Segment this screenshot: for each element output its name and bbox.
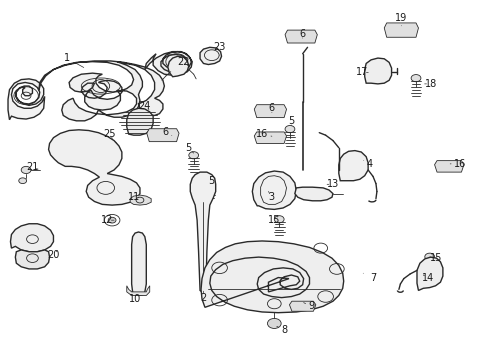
Circle shape <box>107 141 117 148</box>
Polygon shape <box>127 286 150 296</box>
Polygon shape <box>201 241 343 313</box>
Text: 5: 5 <box>186 143 194 153</box>
Polygon shape <box>10 224 53 252</box>
Circle shape <box>274 216 284 223</box>
Text: 6: 6 <box>299 29 306 39</box>
Text: 18: 18 <box>424 79 437 89</box>
Text: 24: 24 <box>139 102 151 112</box>
Polygon shape <box>295 187 333 201</box>
Circle shape <box>425 253 435 260</box>
Polygon shape <box>147 129 179 141</box>
Text: 23: 23 <box>214 42 226 55</box>
Text: 14: 14 <box>422 273 434 283</box>
Polygon shape <box>365 58 392 84</box>
Polygon shape <box>384 23 418 37</box>
Text: 4: 4 <box>364 159 373 169</box>
Circle shape <box>411 75 421 82</box>
Text: 9: 9 <box>304 301 315 311</box>
Text: 5: 5 <box>209 176 215 186</box>
Text: 7: 7 <box>363 273 376 283</box>
Polygon shape <box>8 79 45 120</box>
Circle shape <box>205 178 215 185</box>
Text: 13: 13 <box>327 179 339 189</box>
Circle shape <box>189 152 198 159</box>
Polygon shape <box>252 171 296 210</box>
Polygon shape <box>435 161 464 172</box>
Text: 20: 20 <box>47 249 60 260</box>
Polygon shape <box>417 257 443 291</box>
Text: 8: 8 <box>277 325 287 335</box>
Polygon shape <box>132 232 147 296</box>
Text: 6: 6 <box>269 103 275 113</box>
Text: 15: 15 <box>430 253 443 263</box>
Text: 11: 11 <box>127 192 140 202</box>
Text: 6: 6 <box>163 127 172 136</box>
Polygon shape <box>130 195 151 205</box>
Polygon shape <box>127 108 153 135</box>
Text: 5: 5 <box>288 116 294 126</box>
Polygon shape <box>285 30 318 43</box>
Circle shape <box>285 126 295 133</box>
Text: 25: 25 <box>103 129 116 139</box>
Text: 16: 16 <box>450 159 466 169</box>
Text: 1: 1 <box>64 53 84 67</box>
Polygon shape <box>254 105 287 118</box>
Text: 21: 21 <box>26 162 39 172</box>
Text: 22: 22 <box>178 57 190 67</box>
Circle shape <box>108 217 116 223</box>
Text: 12: 12 <box>101 215 114 225</box>
Polygon shape <box>168 56 189 77</box>
Polygon shape <box>200 47 221 64</box>
Text: 19: 19 <box>395 13 408 26</box>
Circle shape <box>21 166 31 174</box>
Circle shape <box>19 178 26 184</box>
Polygon shape <box>49 130 140 205</box>
Text: 3: 3 <box>269 192 275 202</box>
Text: 17: 17 <box>356 67 368 77</box>
Circle shape <box>268 319 281 328</box>
Text: 2: 2 <box>200 291 207 303</box>
Polygon shape <box>339 150 368 181</box>
Text: 10: 10 <box>129 294 141 304</box>
Polygon shape <box>290 301 316 311</box>
Text: 16: 16 <box>256 129 272 139</box>
Polygon shape <box>39 61 164 121</box>
Polygon shape <box>15 250 49 269</box>
Polygon shape <box>145 51 192 75</box>
Polygon shape <box>254 132 287 143</box>
Polygon shape <box>190 172 216 293</box>
Text: 15: 15 <box>268 215 280 225</box>
